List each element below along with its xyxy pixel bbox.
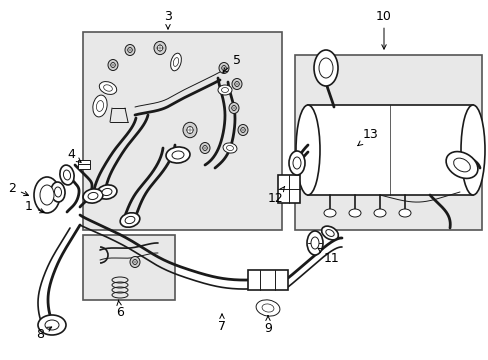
Ellipse shape [221,66,226,71]
Ellipse shape [45,320,59,330]
Text: 7: 7 [218,314,225,333]
Ellipse shape [183,122,197,138]
Ellipse shape [453,158,469,172]
Bar [307,105,472,195]
Ellipse shape [218,85,231,95]
Ellipse shape [231,105,236,111]
Ellipse shape [321,226,338,240]
Bar [247,270,287,290]
Ellipse shape [292,157,301,169]
Ellipse shape [348,209,360,217]
Ellipse shape [234,81,239,86]
Ellipse shape [223,143,237,153]
Ellipse shape [373,209,385,217]
Text: 2: 2 [8,181,28,195]
Ellipse shape [256,300,279,316]
Ellipse shape [132,260,137,265]
Ellipse shape [445,152,477,179]
Ellipse shape [288,151,305,175]
Ellipse shape [325,230,333,237]
Ellipse shape [166,147,189,163]
Ellipse shape [63,170,70,180]
Ellipse shape [97,185,117,199]
Bar [78,160,90,169]
Ellipse shape [157,45,163,51]
Ellipse shape [172,151,183,159]
Bar [83,32,282,230]
Ellipse shape [96,100,103,112]
Ellipse shape [318,58,332,78]
Ellipse shape [200,143,209,153]
Ellipse shape [310,237,318,249]
Ellipse shape [108,59,118,71]
Ellipse shape [34,177,60,213]
Text: 3: 3 [164,9,172,29]
Ellipse shape [313,50,337,86]
Ellipse shape [38,315,66,335]
Ellipse shape [203,145,207,150]
Text: 1: 1 [25,199,44,213]
Ellipse shape [221,87,228,93]
Text: 10: 10 [375,9,391,49]
Ellipse shape [240,127,245,132]
Ellipse shape [125,45,135,55]
Ellipse shape [54,187,61,197]
Ellipse shape [231,78,242,90]
Text: 12: 12 [267,186,284,204]
Ellipse shape [120,213,140,227]
Ellipse shape [306,231,323,255]
Ellipse shape [130,256,140,267]
Text: 4: 4 [67,148,81,162]
Ellipse shape [127,48,132,53]
Text: 11: 11 [318,248,339,265]
Ellipse shape [226,145,233,150]
Ellipse shape [173,58,178,66]
Ellipse shape [398,209,410,217]
Ellipse shape [219,63,228,73]
Ellipse shape [262,304,273,312]
Ellipse shape [295,105,319,195]
Ellipse shape [93,95,107,117]
Bar [83,235,175,300]
Ellipse shape [238,125,247,135]
Ellipse shape [103,85,112,91]
Ellipse shape [99,82,117,94]
Text: 8: 8 [36,327,52,341]
Ellipse shape [460,105,484,195]
Ellipse shape [88,193,98,199]
Bar [294,55,481,230]
Ellipse shape [51,182,65,202]
Bar [278,175,299,203]
Text: 13: 13 [357,129,378,146]
Ellipse shape [60,165,74,185]
Ellipse shape [154,41,165,55]
Ellipse shape [186,126,193,134]
Text: 6: 6 [116,300,123,319]
Ellipse shape [228,103,239,113]
Ellipse shape [170,53,181,71]
Ellipse shape [125,216,135,224]
Ellipse shape [83,189,102,203]
Text: 9: 9 [264,316,271,334]
Ellipse shape [40,185,54,205]
Text: 5: 5 [223,54,241,72]
Ellipse shape [324,209,335,217]
Ellipse shape [102,188,112,195]
Ellipse shape [110,63,115,68]
